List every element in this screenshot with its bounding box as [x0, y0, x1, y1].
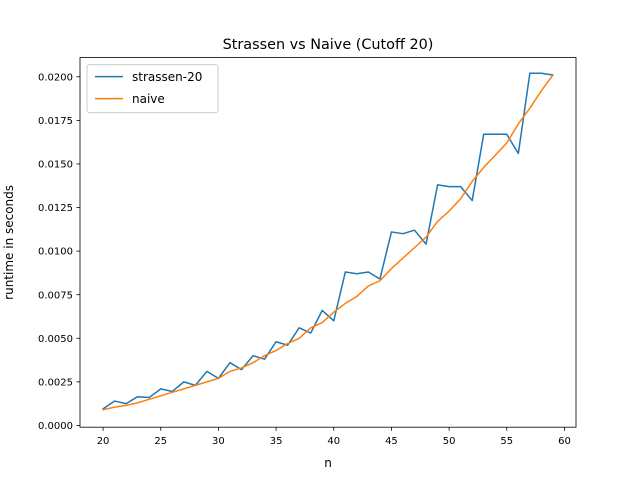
y-tick-label: 0.0200 [38, 72, 73, 83]
x-axis-label: n [324, 456, 332, 470]
y-tick-label: 0.0175 [38, 116, 73, 127]
y-tick-label: 0.0025 [38, 377, 73, 388]
x-tick-label: 25 [154, 436, 167, 447]
x-tick-label: 60 [558, 436, 571, 447]
series-line-strassen-20 [102, 72, 554, 410]
x-tick-label: 40 [327, 436, 340, 447]
x-tick-label: 30 [212, 436, 225, 447]
plot-frame [79, 57, 577, 428]
x-tick-label: 50 [443, 436, 456, 447]
y-axis-label: runtime in seconds [2, 185, 16, 300]
y-tick-label: 0.0000 [38, 421, 73, 432]
series-line-naive [102, 73, 554, 411]
x-tick-label: 20 [97, 436, 110, 447]
plot-area [80, 57, 576, 428]
y-tick-label: 0.0050 [38, 334, 73, 345]
legend-label: strassen-20 [132, 70, 202, 84]
axes-layer: 20 25 30 35 40 45 50 55 60 0.0000 0.0025 0.0050 0.00… [38, 72, 571, 447]
legend: strassen-20 naive [86, 64, 219, 114]
y-tick-label: 0.0150 [38, 160, 73, 171]
y-tick-label: 0.0100 [38, 247, 73, 258]
y-tick-label: 0.0125 [38, 203, 73, 214]
y-tick-label: 0.0075 [38, 290, 73, 301]
x-tick-label: 35 [270, 436, 283, 447]
legend-label: naive [132, 92, 165, 106]
x-tick-label: 55 [500, 436, 513, 447]
series-layer [102, 72, 554, 411]
chart-title: Strassen vs Naive (Cutoff 20) [223, 37, 434, 53]
x-tick-label: 45 [385, 436, 398, 447]
